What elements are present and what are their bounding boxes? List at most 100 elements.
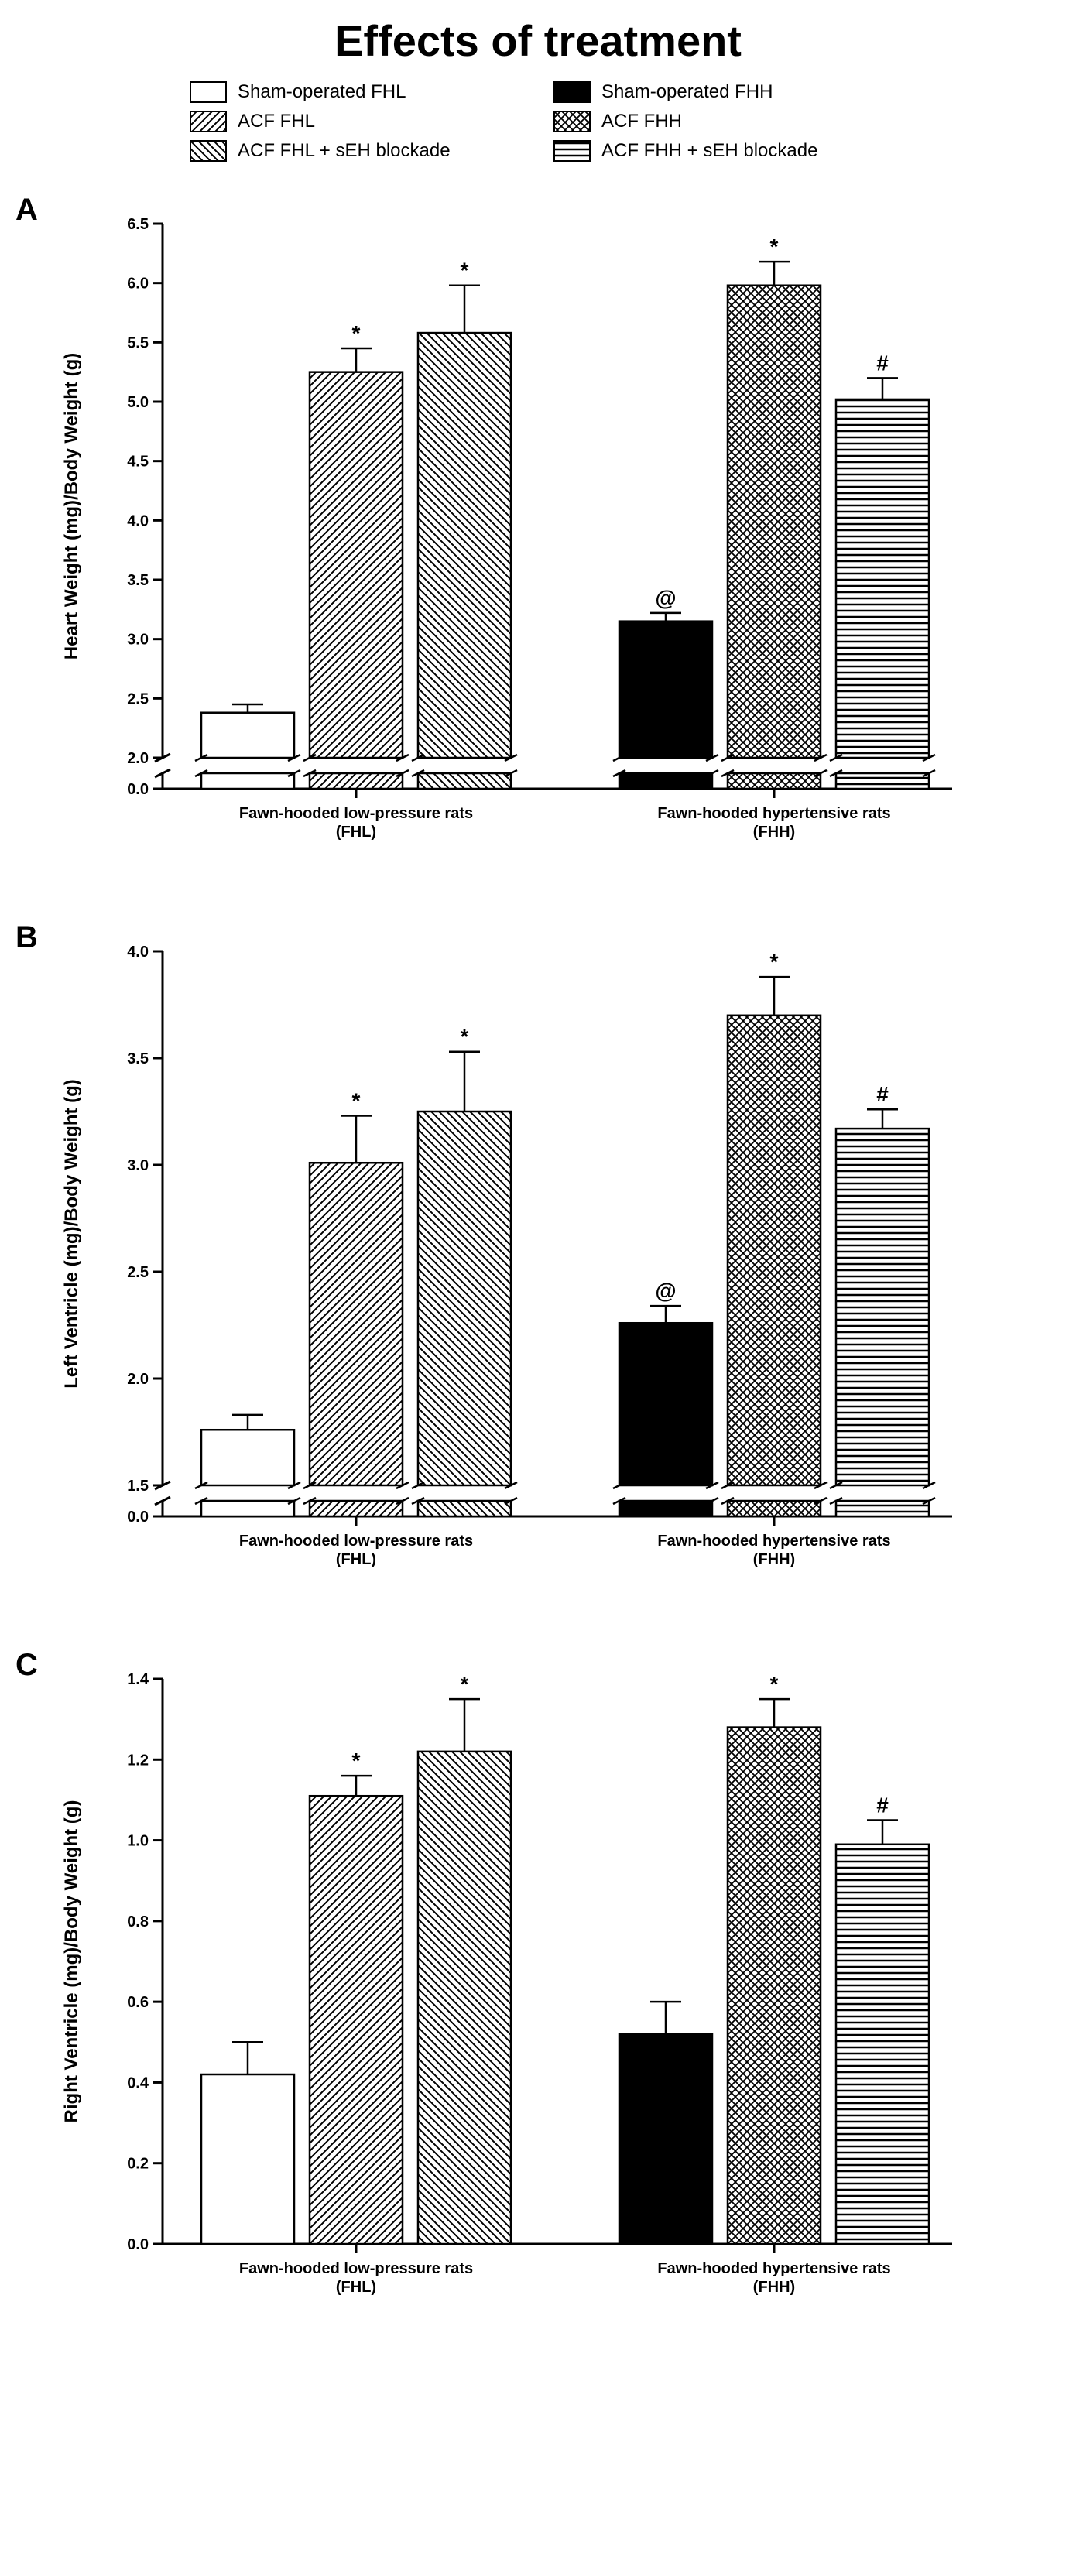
group-label-bottom: (FHL) — [336, 824, 376, 841]
bar — [836, 399, 929, 758]
legend-item: ACF FHH + sEH blockade — [553, 140, 886, 162]
bar — [836, 1845, 929, 2244]
bar-stub — [836, 1501, 929, 1516]
panel-letter: C — [15, 1648, 38, 1683]
bar — [418, 333, 511, 758]
bar — [201, 713, 294, 758]
y-tick-label: 1.2 — [127, 1752, 149, 1769]
bar-annotation: * — [352, 1749, 361, 1773]
y-axis-label: Left Ventricle (mg)/Body Weight (g) — [61, 1079, 82, 1389]
y-tick-label: 0.2 — [127, 2156, 149, 2173]
y-tick-label: 6.0 — [127, 276, 149, 293]
panels-container: A0.02.02.53.03.54.04.55.05.56.06.5Heart … — [46, 193, 1030, 2345]
legend-item: ACF FHH — [553, 111, 886, 132]
bar — [619, 622, 712, 758]
group-label-bottom: (FHL) — [336, 1551, 376, 1568]
y-tick-label: 3.5 — [127, 1050, 149, 1067]
bar-annotation: # — [876, 1082, 889, 1106]
y-tick-label: 5.5 — [127, 334, 149, 351]
y-tick-label: 2.5 — [127, 1264, 149, 1281]
bar-annotation: # — [876, 1793, 889, 1817]
y-tick-label: 0.0 — [127, 1509, 149, 1526]
y-tick-label: 3.0 — [127, 1157, 149, 1174]
y-tick-label: 3.5 — [127, 572, 149, 589]
y-tick-label: 0.8 — [127, 1913, 149, 1930]
group-label-top: Fawn-hooded low-pressure rats — [239, 805, 473, 822]
y-axis-label: Right Ventricle (mg)/Body Weight (g) — [61, 1800, 82, 2123]
legend-item: ACF FHL + sEH blockade — [190, 140, 523, 162]
bar — [728, 1016, 821, 1485]
panel-A: A0.02.02.53.03.54.04.55.05.56.06.5Heart … — [46, 193, 1030, 889]
y-tick-label: 0.0 — [127, 2236, 149, 2253]
bar-annotation: * — [770, 950, 779, 974]
group-label-top: Fawn-hooded low-pressure rats — [239, 2260, 473, 2277]
legend-label: ACF FHH — [601, 111, 682, 132]
panel-letter: A — [15, 193, 38, 228]
group-label-bottom: (FHH) — [753, 824, 795, 841]
bar — [619, 2034, 712, 2244]
bar — [201, 2074, 294, 2244]
bar-annotation: * — [352, 321, 361, 345]
y-tick-label: 0.4 — [127, 2074, 149, 2091]
bar — [201, 1430, 294, 1485]
panel-C: C0.00.20.40.60.81.01.21.4Right Ventricle… — [46, 1648, 1030, 2345]
group-label-top: Fawn-hooded low-pressure rats — [239, 1533, 473, 1550]
bar — [310, 372, 403, 758]
legend-swatch — [553, 81, 591, 103]
bar — [310, 1796, 403, 2244]
bar-stub — [201, 1501, 294, 1516]
bar-stub — [619, 1501, 712, 1516]
y-tick-label: 0.6 — [127, 1994, 149, 2011]
y-tick-label: 1.5 — [127, 1478, 149, 1495]
bar — [728, 286, 821, 758]
bar-stub — [728, 1501, 821, 1516]
y-tick-label: 4.0 — [127, 512, 149, 529]
bar-annotation: * — [770, 1672, 779, 1696]
group-label-bottom: (FHH) — [753, 2279, 795, 2296]
legend-swatch — [190, 111, 227, 132]
group-label-top: Fawn-hooded hypertensive rats — [657, 805, 890, 822]
y-tick-label: 0.0 — [127, 781, 149, 798]
figure-container: Effects of treatment Sham-operated FHLSh… — [0, 0, 1076, 2406]
legend-item: Sham-operated FHL — [190, 81, 523, 103]
bar-stub — [310, 773, 403, 789]
legend-item: Sham-operated FHH — [553, 81, 886, 103]
legend-swatch — [553, 140, 591, 162]
bar — [836, 1129, 929, 1485]
bar-stub — [201, 773, 294, 789]
bar-annotation: * — [770, 235, 779, 259]
legend-label: ACF FHL — [238, 111, 315, 132]
y-tick-label: 5.0 — [127, 394, 149, 411]
bar-stub — [619, 773, 712, 789]
bar — [728, 1728, 821, 2244]
legend-swatch — [190, 81, 227, 103]
chart-svg: 0.00.20.40.60.81.01.21.4Right Ventricle … — [46, 1648, 975, 2345]
y-tick-label: 4.0 — [127, 944, 149, 961]
bar-annotation: * — [461, 259, 469, 283]
group-label-bottom: (FHL) — [336, 2279, 376, 2296]
y-tick-label: 1.0 — [127, 1833, 149, 1850]
bar-annotation: @ — [655, 586, 676, 610]
legend-label: ACF FHH + sEH blockade — [601, 140, 817, 162]
y-axis-label: Heart Weight (mg)/Body Weight (g) — [61, 353, 82, 659]
panel-B: B0.01.52.02.53.03.54.0Left Ventricle (mg… — [46, 920, 1030, 1617]
bar — [310, 1163, 403, 1485]
legend-label: Sham-operated FHH — [601, 81, 773, 103]
bar-annotation: * — [461, 1672, 469, 1696]
group-label-top: Fawn-hooded hypertensive rats — [657, 1533, 890, 1550]
group-label-top: Fawn-hooded hypertensive rats — [657, 2260, 890, 2277]
y-tick-label: 2.5 — [127, 690, 149, 707]
bar-stub — [310, 1501, 403, 1516]
bar-stub — [728, 773, 821, 789]
legend: Sham-operated FHL Sham-operated FHH ACF FH… — [190, 81, 886, 162]
legend-label: ACF FHL + sEH blockade — [238, 140, 451, 162]
chart-svg: 0.02.02.53.03.54.04.55.05.56.06.5Heart W… — [46, 193, 975, 889]
bar-annotation: # — [876, 351, 889, 375]
y-tick-label: 4.5 — [127, 454, 149, 471]
y-tick-label: 2.0 — [127, 1371, 149, 1388]
legend-swatch — [190, 140, 227, 162]
bar-annotation: * — [461, 1025, 469, 1049]
bar-annotation: @ — [655, 1279, 676, 1303]
panel-letter: B — [15, 920, 38, 955]
bar-stub — [418, 773, 511, 789]
